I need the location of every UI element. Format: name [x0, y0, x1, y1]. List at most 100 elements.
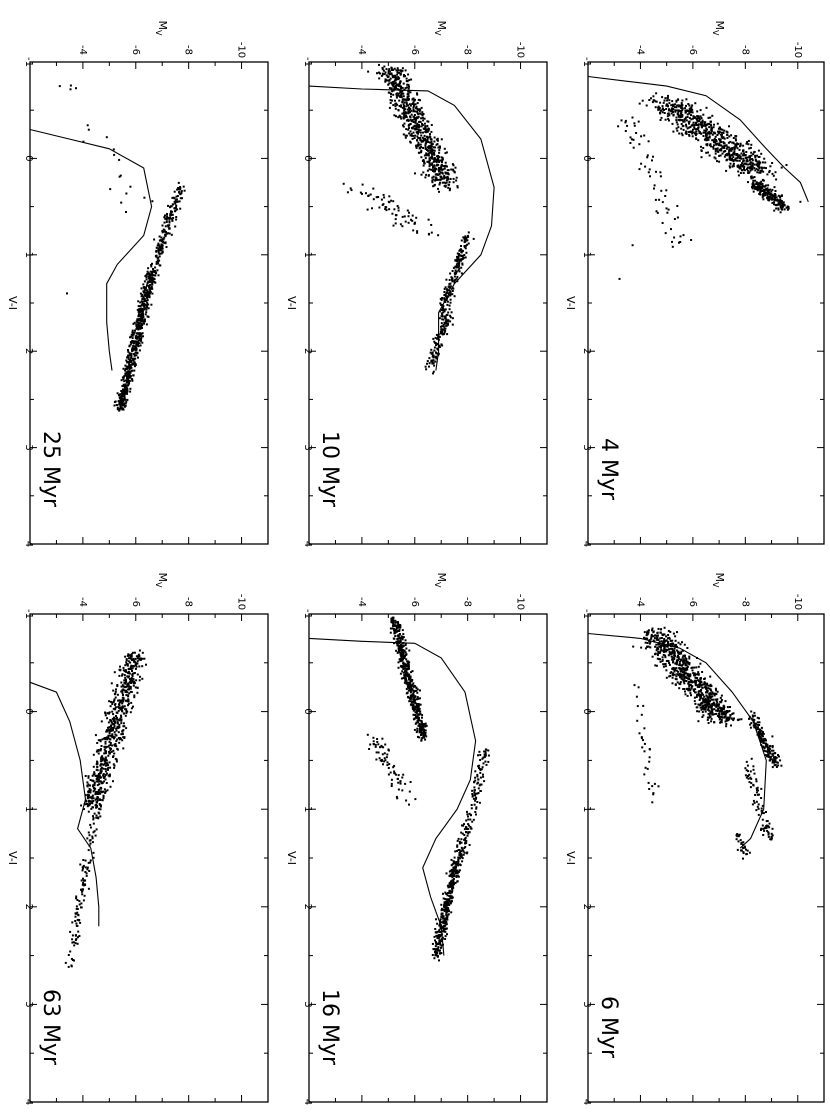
star-point	[759, 731, 762, 734]
star-point	[429, 136, 432, 139]
star-point	[421, 124, 424, 127]
star-point	[400, 653, 403, 655]
star-point	[677, 674, 680, 677]
star-point	[425, 129, 427, 132]
star-point	[717, 716, 720, 719]
y-tick-label: -10	[515, 594, 526, 610]
star-point	[377, 196, 380, 198]
star-point	[749, 158, 752, 161]
star-point	[397, 650, 400, 653]
star-point	[759, 171, 762, 174]
star-point	[430, 352, 433, 355]
star-point	[398, 630, 401, 632]
star-point	[697, 126, 700, 129]
star-point	[632, 138, 635, 141]
star-point	[446, 297, 448, 300]
star-point	[701, 671, 704, 673]
star-point	[754, 726, 757, 728]
star-point	[707, 700, 709, 703]
star-point	[415, 216, 418, 219]
star-point	[400, 89, 403, 92]
star-point	[762, 731, 764, 734]
star-point	[404, 669, 407, 672]
star-point	[710, 132, 713, 135]
star-point	[715, 712, 718, 715]
star-point	[681, 103, 683, 106]
star-point	[391, 627, 394, 630]
star-point	[418, 125, 421, 128]
star-point	[436, 155, 438, 158]
star-point	[718, 718, 721, 721]
star-point	[399, 87, 402, 90]
star-point	[732, 142, 735, 145]
star-point	[456, 872, 459, 874]
star-point	[747, 139, 750, 142]
star-point	[689, 126, 692, 128]
star-point	[738, 718, 741, 721]
star-point	[707, 138, 710, 141]
star-point	[465, 236, 468, 239]
star-point	[662, 101, 665, 104]
star-point	[681, 99, 684, 102]
star-point	[698, 132, 701, 135]
star-point	[739, 172, 742, 174]
star-point	[410, 109, 413, 112]
star-point	[768, 171, 771, 174]
star-point	[441, 307, 444, 310]
y-tick-label: -8	[739, 597, 750, 607]
star-point	[387, 83, 390, 86]
star-point	[746, 141, 749, 143]
star-point	[390, 95, 392, 98]
star-point	[388, 70, 391, 73]
star-point	[374, 743, 377, 746]
star-point	[419, 689, 421, 692]
star-point	[395, 93, 398, 96]
star-point	[487, 754, 490, 757]
star-point	[663, 638, 666, 640]
star-point	[476, 775, 479, 778]
star-point	[416, 117, 419, 120]
star-point	[449, 881, 452, 884]
star-point	[156, 259, 159, 262]
star-point	[771, 827, 774, 830]
star-point	[420, 125, 423, 128]
star-point	[712, 701, 715, 704]
star-point	[424, 365, 427, 368]
star-point	[396, 797, 399, 800]
star-point	[756, 154, 759, 157]
star-point	[131, 334, 134, 337]
star-point	[665, 650, 668, 653]
star-point	[697, 129, 700, 132]
star-point	[680, 658, 683, 661]
star-point	[699, 696, 702, 698]
star-point	[749, 726, 752, 729]
star-point	[757, 149, 760, 152]
star-point	[458, 261, 461, 264]
star-point	[735, 135, 738, 138]
star-point	[660, 109, 663, 112]
star-point	[423, 134, 426, 137]
star-point	[399, 672, 402, 675]
star-point	[387, 767, 390, 769]
star-point	[421, 716, 423, 719]
star-point	[725, 718, 728, 721]
star-point	[761, 804, 764, 807]
star-point	[688, 122, 690, 125]
star-point	[158, 246, 161, 249]
star-point	[750, 710, 753, 713]
star-point	[745, 760, 748, 763]
star-point	[445, 923, 448, 926]
star-point	[394, 86, 397, 89]
star-point	[773, 209, 776, 212]
star-point	[716, 701, 719, 704]
star-point	[420, 156, 423, 159]
star-point	[487, 760, 490, 763]
star-point	[731, 712, 734, 715]
star-point	[181, 197, 183, 200]
star-point	[715, 143, 718, 146]
star-point	[409, 140, 412, 143]
star-point	[682, 234, 685, 237]
star-point	[747, 181, 749, 184]
star-point	[396, 71, 399, 74]
star-point	[466, 813, 469, 816]
